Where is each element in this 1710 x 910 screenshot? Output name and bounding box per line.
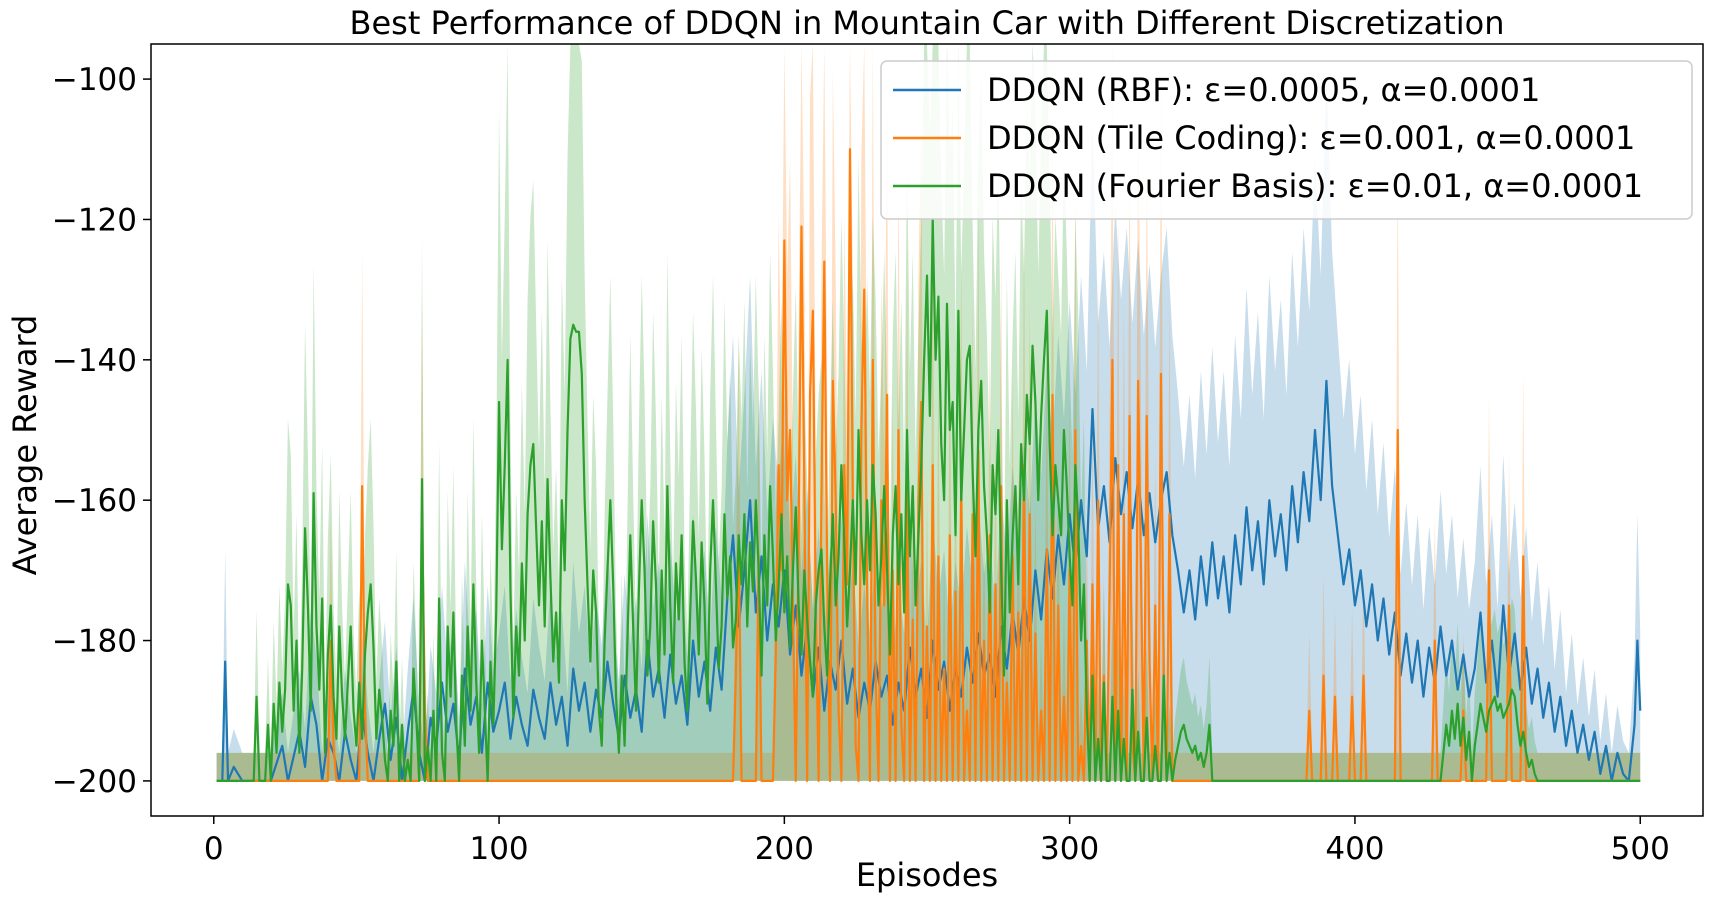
plot-frame (150, 43, 1704, 817)
x-tick-label: 100 (469, 831, 528, 867)
series-line-2 (216, 218, 1641, 783)
x-axis: 0 100 200 300 400 500 (204, 816, 1670, 867)
legend-box (880, 60, 1693, 220)
y-tick-label: −200 (52, 764, 137, 800)
legend-label-2: DDQN (Fourier Basis): ε=0.01, α=0.0001 (987, 167, 1643, 205)
y-tick-label: −140 (52, 343, 137, 379)
series-band-0 (216, 72, 1641, 781)
y-axis-title: Average Reward (6, 315, 44, 576)
x-tick-label: 0 (204, 831, 224, 867)
series-lines (216, 148, 1642, 783)
legend-label-1: DDQN (Tile Coding): ε=0.001, α=0.0001 (987, 119, 1635, 157)
legend: DDQN (RBF): ε=0.0005, α=0.0001 DDQN (Tile… (880, 60, 1693, 220)
confidence-bands (216, 44, 1641, 781)
y-tick-label: −120 (52, 202, 137, 238)
series-band-1 (216, 44, 1641, 781)
chart-title: Best Performance of DDQN in Mountain Car… (350, 4, 1505, 42)
y-tick-label: −160 (52, 483, 137, 519)
x-tick-label: 500 (1611, 831, 1670, 867)
x-axis-title: Episodes (856, 856, 998, 894)
y-tick-label: −100 (52, 62, 137, 98)
x-tick-label: 200 (755, 831, 814, 867)
x-tick-label: 300 (1040, 831, 1099, 867)
series-band-2 (216, 44, 1641, 781)
y-tick-label: −180 (52, 624, 137, 660)
y-axis: −100 −120 −140 −160 −180 −200 (52, 62, 151, 800)
x-tick-label: 400 (1325, 831, 1384, 867)
legend-label-0: DDQN (RBF): ε=0.0005, α=0.0001 (987, 71, 1540, 109)
